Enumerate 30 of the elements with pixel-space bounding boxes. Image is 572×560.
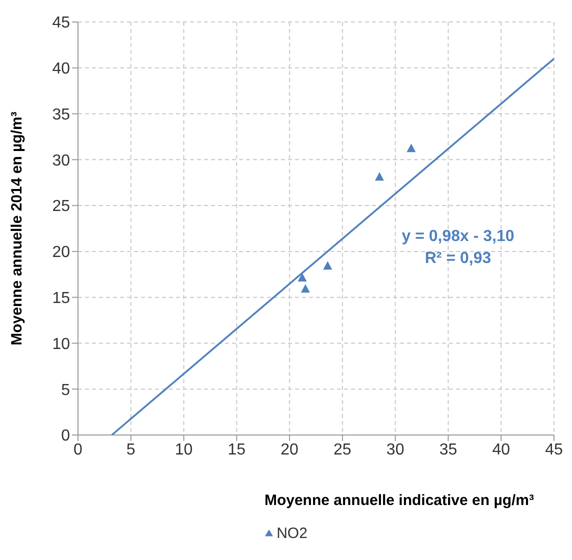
annotation: y = 0,98x - 3,10 (400, 227, 516, 247)
y-tick-label: 45 (52, 14, 70, 32)
annotation: R² = 0,93 (424, 249, 492, 269)
x-tick-label: 40 (492, 441, 510, 458)
x-tick-label: 10 (174, 441, 193, 458)
y-tick-label: 20 (52, 244, 70, 262)
y-tick-label: 25 (52, 198, 70, 216)
point (300, 284, 310, 293)
x-axis-title: Moyenne annuelle indicative en µg/m³ (264, 492, 534, 509)
x-tick-label: 45 (545, 441, 563, 458)
y-tick-label: 35 (52, 106, 70, 124)
legend-label: NO2 (276, 525, 308, 542)
y-tick-label: 40 (52, 60, 70, 78)
x-tick-label: 20 (280, 441, 299, 458)
x-tick-label: 0 (74, 441, 83, 458)
x-tick-label: 30 (386, 441, 404, 458)
point (374, 172, 384, 181)
y-tick-label: 30 (52, 152, 70, 170)
point (406, 144, 416, 152)
x-tick-label: 35 (439, 441, 458, 458)
y-tick-label: 5 (61, 382, 70, 399)
y-tick-label: 15 (52, 290, 70, 308)
point (298, 273, 307, 282)
x-tick-label: 15 (228, 441, 246, 458)
point (323, 261, 332, 270)
y-axis-title: Moyenne annuelle 2014 en µg/m³ (8, 112, 26, 346)
y-tick-label: 0 (61, 428, 70, 445)
x-tick-label: 25 (334, 441, 352, 458)
y-tick-label: 10 (52, 336, 70, 353)
x-tick-label: 5 (126, 441, 136, 458)
